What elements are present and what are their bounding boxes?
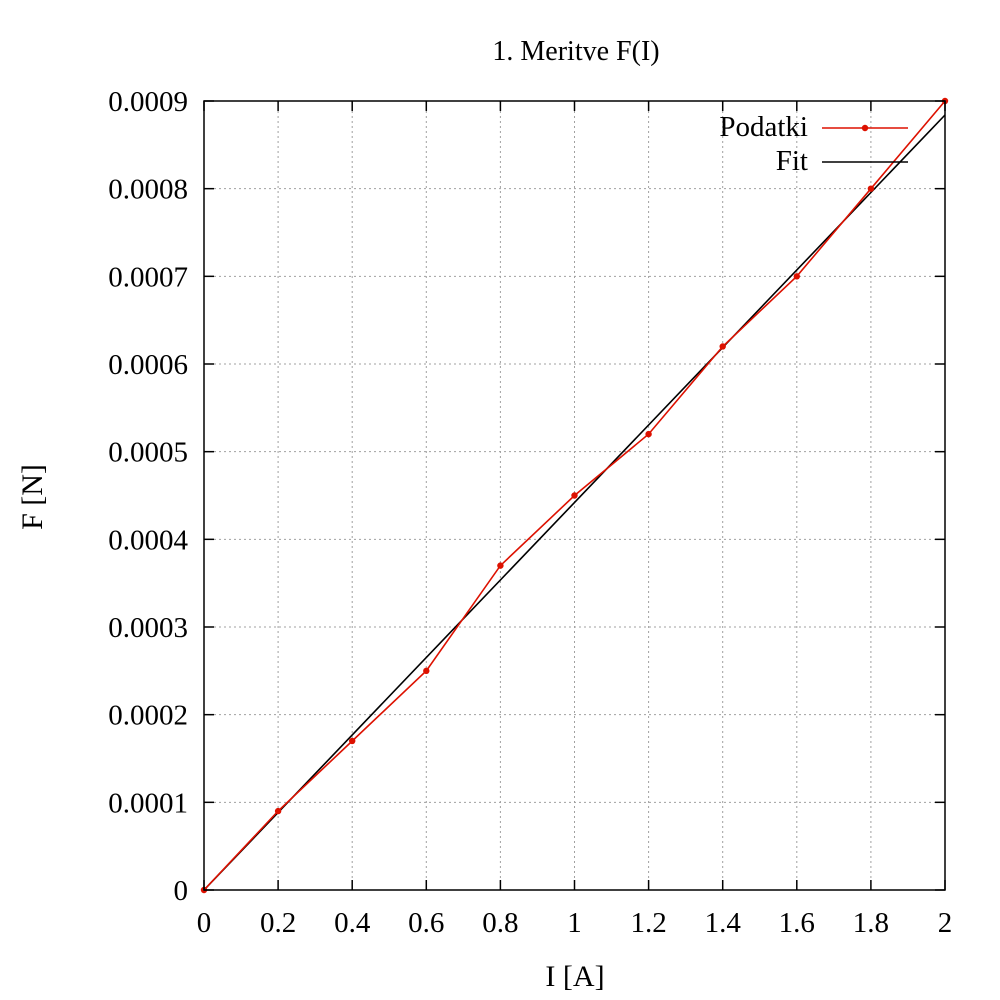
x-tick-label: 2 [938,907,953,939]
x-tick-label: 0 [197,907,212,939]
data-point-podatki [349,737,356,745]
y-tick-label: 0.0001 [108,787,188,819]
legend-marker-podatki [861,124,869,132]
data-point-podatki [719,343,726,350]
axis-ticks: 0 0.2 0.4 0.6 0.8 1 1.2 1.4 1.6 1.8 2 0 0.0001 0.0002… [108,86,952,939]
data-point-podatki [423,667,430,675]
x-tick-label: 0.8 [482,907,518,939]
series-line-fit [203,114,946,891]
legend: Podatki Fit [719,111,908,177]
x-tick-label: 0.4 [334,907,371,939]
y-tick-label: 0.0005 [108,437,188,469]
data-point-podatki [867,185,875,192]
x-tick-label: 1.4 [705,907,742,939]
y-tick-label: 0.0003 [108,612,188,644]
y-tick-label: 0 [174,875,189,907]
plot-series [200,97,949,894]
data-point-podatki [645,430,652,438]
legend-label-podatki: Podatki [719,111,808,143]
y-tick-label: 0.0007 [108,261,188,293]
x-tick-label: 0.2 [260,907,296,939]
y-axis-label: F [N] [16,464,49,530]
y-tick-label: 0.0002 [108,700,188,732]
data-point-podatki [571,492,578,499]
y-tick-label: 0.0009 [108,86,188,118]
chart-title: 1. Meritve F(I) [492,36,659,67]
data-point-podatki [274,807,282,815]
x-axis-label: I [A] [545,960,604,993]
x-tick-label: 1.8 [853,907,889,939]
data-point-podatki [793,273,800,280]
y-tick-label: 0.0006 [108,349,188,381]
y-tick-label: 0.0004 [108,524,188,556]
x-tick-label: 1.2 [630,907,666,939]
x-tick-label: 1.6 [779,907,815,939]
x-tick-label: 1 [567,907,582,939]
data-point-podatki [497,562,504,569]
x-tick-label: 0.6 [408,907,444,939]
y-tick-label: 0.0008 [108,174,188,206]
legend-label-fit: Fit [776,145,808,177]
grid [204,101,945,890]
